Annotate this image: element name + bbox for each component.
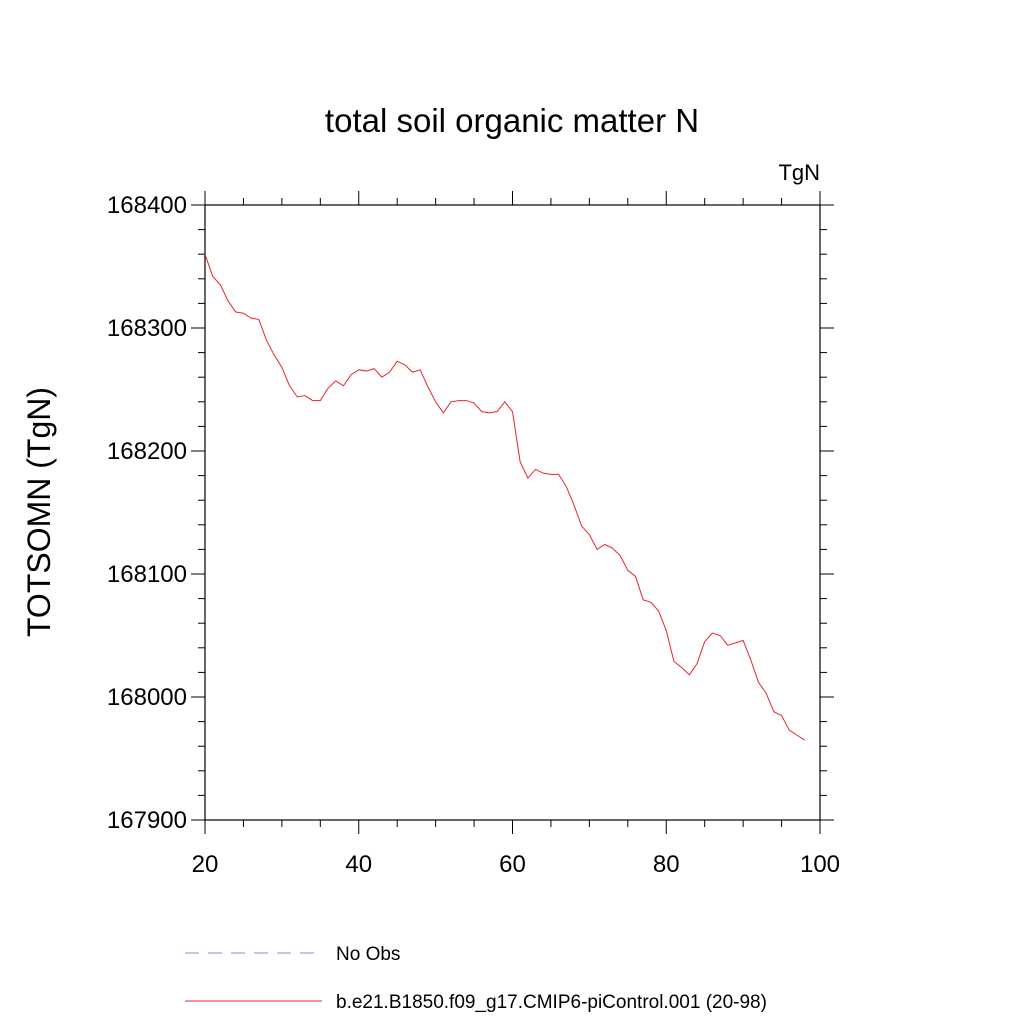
series-layer xyxy=(204,254,805,741)
x-tick-label: 60 xyxy=(499,851,526,878)
x-tick-label: 40 xyxy=(345,851,372,878)
x-axis-ticks: 20 40 60 80 100 xyxy=(192,191,840,878)
series-line-1 xyxy=(204,254,805,741)
x-tick-label: 100 xyxy=(800,851,840,878)
legend-label-no-obs: No Obs xyxy=(336,944,400,965)
y-tick-label: 168100 xyxy=(107,561,187,588)
x-tick-label: 20 xyxy=(192,851,219,878)
y-tick-label: 168000 xyxy=(107,684,187,711)
y-tick-label: 168200 xyxy=(107,438,187,465)
y-axis-label: TOTSOMN (TgN) xyxy=(21,387,57,637)
y-tick-label: 167900 xyxy=(107,807,187,834)
x-tick-label: 80 xyxy=(653,851,680,878)
y-tick-label: 168400 xyxy=(107,192,187,219)
legend-label-pi-control: b.e21.B1850.f09_g17.CMIP6-piControl.001 … xyxy=(336,992,767,1013)
units-label: TgN xyxy=(778,160,820,185)
chart-title: total soil organic matter N xyxy=(325,102,699,139)
y-tick-label: 168300 xyxy=(107,315,187,342)
y-axis-ticks: 167900 168000 168100 168200 168300 168400 xyxy=(107,192,834,834)
plot-frame xyxy=(204,204,821,821)
legend: No Obs b.e21.B1850.f09_g17.CMIP6-piContr… xyxy=(185,944,767,1013)
